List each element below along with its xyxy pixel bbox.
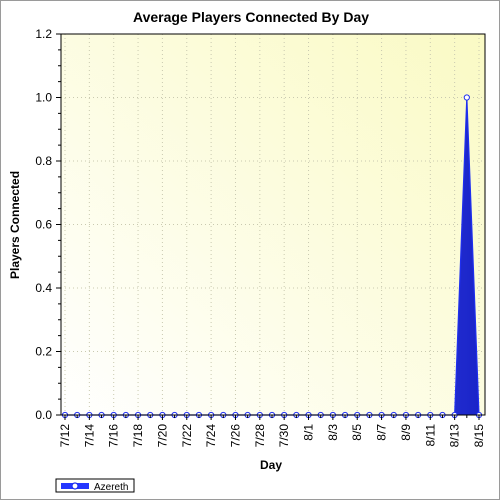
y-tick-label: 1.0 xyxy=(35,91,52,105)
data-point xyxy=(463,94,470,101)
x-tick-label: 8/11 xyxy=(423,424,437,447)
x-tick-label: 8/3 xyxy=(326,424,340,441)
y-tick-label: 0.2 xyxy=(35,345,52,359)
chart-title: Average Players Connected By Day xyxy=(133,9,369,25)
x-tick-label: 7/18 xyxy=(131,424,145,448)
y-axis-title: Players Connected xyxy=(8,171,22,279)
y-tick-label: 0.6 xyxy=(35,218,52,232)
x-tick-label: 7/12 xyxy=(58,424,72,448)
x-tick-label: 7/14 xyxy=(82,424,96,448)
axis-layer xyxy=(56,33,486,420)
y-tick-label: 0.8 xyxy=(35,154,52,168)
y-tick-label: 0.4 xyxy=(35,281,52,295)
x-tick-label: 7/28 xyxy=(253,424,267,448)
y-tick-label: 0.0 xyxy=(35,408,52,422)
legend-label-azereth: Azereth xyxy=(94,482,128,493)
y-tick-label: 1.2 xyxy=(35,27,52,41)
plot-border xyxy=(60,33,486,416)
x-tick-label: 8/7 xyxy=(375,424,389,441)
x-tick-label: 7/16 xyxy=(107,424,121,448)
x-tick-label: 8/9 xyxy=(399,424,413,441)
x-tick-label: 8/13 xyxy=(448,424,462,448)
x-tick-label: 7/20 xyxy=(155,424,169,448)
tick-label-layer: 0.0 0.2 0.4 0.6 0.8 1.0 1.2 7/12 7/14 7/16 7/18 7/2… xyxy=(35,27,486,447)
legend-marker xyxy=(71,482,79,490)
x-tick-label: 7/24 xyxy=(204,424,218,448)
x-tick-label: 8/1 xyxy=(302,424,316,441)
x-tick-label: 8/15 xyxy=(472,424,486,448)
x-tick-label: 8/5 xyxy=(350,424,364,441)
x-tick-label: 7/26 xyxy=(228,424,242,448)
x-tick-label: 7/30 xyxy=(277,424,291,448)
x-axis-title: Day xyxy=(260,458,282,472)
x-tick-label: 7/22 xyxy=(180,424,194,448)
legend: Azereth xyxy=(55,478,135,493)
